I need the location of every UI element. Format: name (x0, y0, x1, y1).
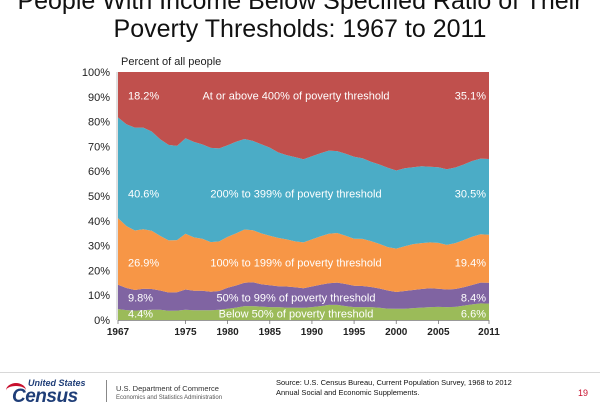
source-note: Source: U.S. Census Bureau, Current Popu… (276, 378, 512, 398)
census-logo-top-text: United States (28, 378, 86, 388)
logo-divider (106, 380, 107, 402)
x-tick-label: 1967 (107, 327, 130, 338)
y-tick-label: 70% (88, 141, 110, 153)
census-logo-swoosh-icon (6, 383, 26, 398)
band-label-left: 18.2% (128, 91, 159, 103)
census-logo-wordmark: Census (12, 386, 78, 407)
area-series-5 (118, 72, 489, 171)
footer-divider (0, 372, 600, 373)
x-tick-label: 1990 (301, 327, 324, 338)
y-tick-label: 100% (82, 67, 110, 79)
band-label-right: 8.4% (461, 293, 486, 305)
area-series-3 (118, 218, 489, 293)
band-label-right: 6.6% (461, 309, 486, 321)
band-label-left: 26.9% (128, 258, 159, 270)
area-series-4 (118, 117, 489, 249)
census-logo: United States Census (6, 378, 98, 408)
chart-title-line-1: People With Income Below Specified Ratio… (17, 0, 583, 15)
band-label-left: 4.4% (128, 309, 153, 321)
band-label-center: Below 50% of poverty threshold (219, 309, 374, 321)
page-number: 19 (578, 388, 589, 398)
band-label-left: 40.6% (128, 189, 159, 201)
band-label-center: 100% to 199% of poverty threshold (210, 258, 381, 270)
y-tick-label: 20% (88, 265, 110, 277)
department-subname: Economics and Statistics Administration (116, 395, 223, 401)
band-label-right: 19.4% (455, 258, 486, 270)
x-tick-label: 1975 (174, 327, 197, 338)
y-tick-label: 10% (88, 290, 110, 302)
x-tick-label: 1985 (259, 327, 282, 338)
y-tick-label: 30% (88, 241, 110, 253)
x-tick-label: 2011 (478, 327, 500, 338)
band-label-right: 35.1% (455, 91, 486, 103)
area-series-2 (118, 282, 489, 311)
y-axis-label: Percent of all people (121, 56, 221, 68)
y-tick-label: 90% (88, 92, 110, 104)
source-line-1: Source: U.S. Census Bureau, Current Popu… (276, 378, 512, 387)
chart-title-line-2: Poverty Thresholds: 1967 to 2011 (113, 15, 487, 43)
band-label-center: At or above 400% of poverty threshold (202, 91, 389, 103)
area-series-1 (118, 303, 489, 320)
band-label-right: 30.5% (455, 189, 486, 201)
y-tick-label: 40% (88, 216, 110, 228)
x-tick-label: 2005 (427, 327, 450, 338)
department-name: U.S. Department of Commerce (116, 384, 219, 393)
y-tick-label: 50% (88, 191, 110, 203)
x-tick-label: 1995 (343, 327, 366, 338)
source-line-2: Annual Social and Economic Supplements. (276, 388, 420, 397)
y-tick-label: 60% (88, 166, 110, 178)
y-tick-label: 80% (88, 117, 110, 129)
y-tick-label: 0% (94, 315, 110, 327)
band-label-left: 9.8% (128, 293, 153, 305)
x-tick-label: 1980 (216, 327, 239, 338)
x-tick-label: 2000 (385, 327, 408, 338)
band-label-center: 200% to 399% of poverty threshold (210, 189, 381, 201)
band-label-center: 50% to 99% of poverty threshold (217, 293, 376, 305)
